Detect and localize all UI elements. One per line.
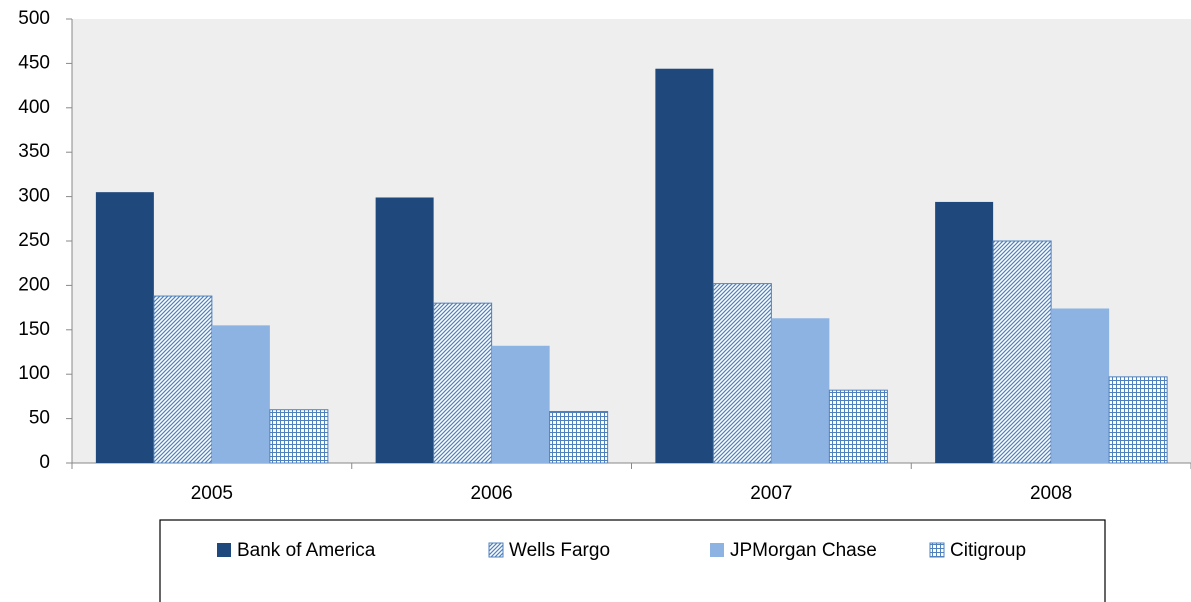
y-tick-label: 250 [18,230,50,251]
bar [211,325,270,463]
bar [491,345,550,463]
y-tick-label: 0 [39,452,50,473]
bar [712,283,772,464]
legend-swatch [488,542,504,558]
bar [549,410,609,464]
legend-label: JPMorgan Chase [730,540,877,561]
bar [1051,308,1110,463]
bar [992,240,1052,464]
x-tick-label: 2008 [1030,483,1072,504]
legend-swatch [710,543,724,557]
legend-label: Citigroup [950,540,1026,561]
legend-swatch [217,543,231,557]
bar [95,192,154,463]
y-tick-label: 50 [29,408,50,429]
y-tick-label: 300 [18,186,50,207]
x-tick-label: 2006 [470,483,512,504]
y-tick-label: 350 [18,141,50,162]
y-tick-label: 400 [18,97,50,118]
y-tick-label: 450 [18,52,50,73]
y-tick-label: 500 [18,8,50,29]
bar [828,389,888,464]
x-tick-label: 2007 [750,483,792,504]
bar [153,295,213,464]
legend-label: Wells Fargo [509,540,610,561]
y-tick-label: 200 [18,274,50,295]
bar [935,201,994,464]
bar [375,197,434,463]
legend-box [159,519,1106,602]
bar [433,302,493,464]
bar [1108,376,1168,464]
legend-label: Bank of America [237,540,376,561]
bar [771,318,830,463]
bar [269,409,329,464]
y-tick-label: 150 [18,319,50,340]
legend-swatch [929,542,945,558]
x-tick-label: 2005 [191,483,233,504]
bar [655,68,714,463]
y-tick-label: 100 [18,363,50,384]
